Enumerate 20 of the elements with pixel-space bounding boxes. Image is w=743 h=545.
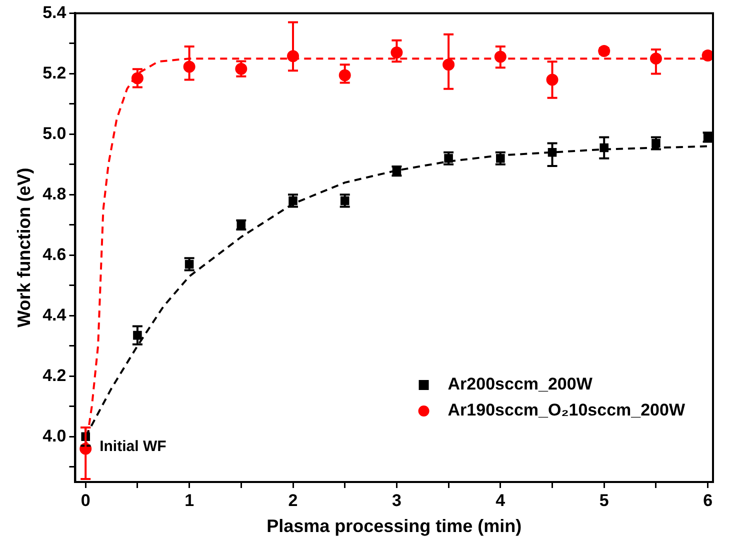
legend-label: Ar190sccm_O₂10sccm_200W: [448, 400, 686, 420]
x-tick-label: 2: [288, 490, 298, 510]
x-axis-title: Plasma processing time (min): [266, 516, 522, 536]
x-tick-label: 4: [496, 490, 506, 510]
x-tick-label: 5: [599, 490, 609, 510]
y-tick-label: 4.0: [42, 426, 66, 446]
y-tick-label: 5.0: [42, 124, 66, 143]
y-tick-label: 4.4: [42, 305, 67, 324]
y-tick-label: 5.4: [42, 2, 67, 22]
x-tick-label: 1: [184, 490, 194, 510]
y-axis-title: Work function (eV): [14, 168, 34, 328]
y-tick-label: 4.6: [42, 244, 66, 264]
annotation: Initial WF: [100, 438, 166, 455]
y-tick-label: 5.2: [42, 63, 66, 82]
x-tick-label: 3: [392, 490, 402, 510]
y-tick-label: 4.8: [42, 184, 66, 204]
x-tick-label: 6: [703, 490, 713, 510]
x-tick-label: 0: [80, 490, 90, 510]
legend-label: Ar200sccm_200W: [448, 374, 594, 394]
y-tick-label: 4.2: [42, 366, 66, 385]
